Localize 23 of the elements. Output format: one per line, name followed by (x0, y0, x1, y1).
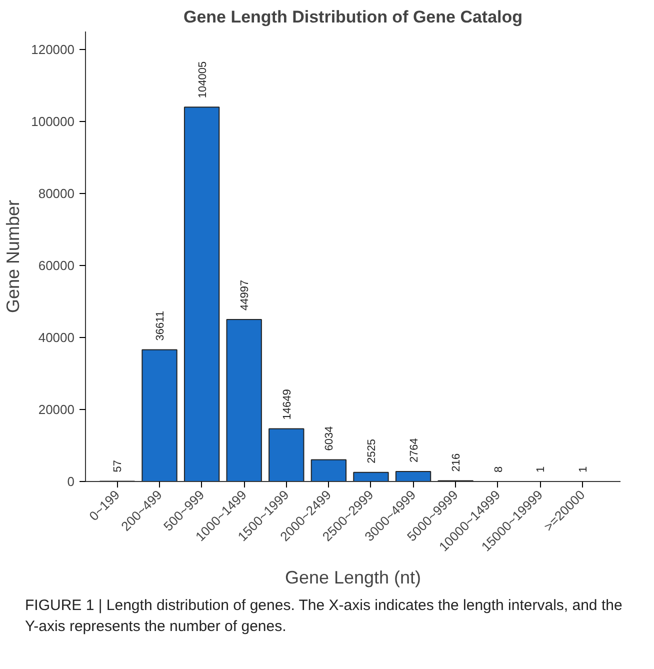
y-tick-label: 60000 (38, 258, 75, 273)
x-axis-title: Gene Length (nt) (284, 568, 422, 588)
y-tick-label: 40000 (38, 330, 75, 345)
y-tick-label: 0 (67, 474, 75, 489)
y-tick-label: 100000 (31, 114, 75, 129)
y-axis-title: Gene Number (3, 200, 24, 314)
data-label: 14649 (281, 389, 294, 420)
data-label: 1 (535, 466, 548, 472)
data-label: 36611 (154, 310, 167, 341)
data-label: 216 (450, 453, 463, 472)
data-label: 8 (492, 466, 505, 472)
data-label: 44997 (239, 280, 252, 311)
y-tick-label: 20000 (38, 402, 75, 417)
data-label: 2764 (408, 438, 420, 463)
data-label: 6034 (324, 426, 336, 451)
data-label: 57 (112, 460, 124, 472)
chart-title: Gene Length Distribution of Gene Catalog (183, 8, 523, 26)
y-tick-label: 80000 (38, 186, 75, 201)
y-tick-label: 120000 (31, 42, 75, 57)
caption: FIGURE 1 | Length distribution of genes. The X-axis indicates the length intervals, and the Y-axis represents the number of genes. (25, 596, 624, 638)
data-label: 2525 (366, 438, 378, 464)
data-label: 104005 (196, 61, 209, 98)
data-label: 1 (577, 466, 590, 472)
